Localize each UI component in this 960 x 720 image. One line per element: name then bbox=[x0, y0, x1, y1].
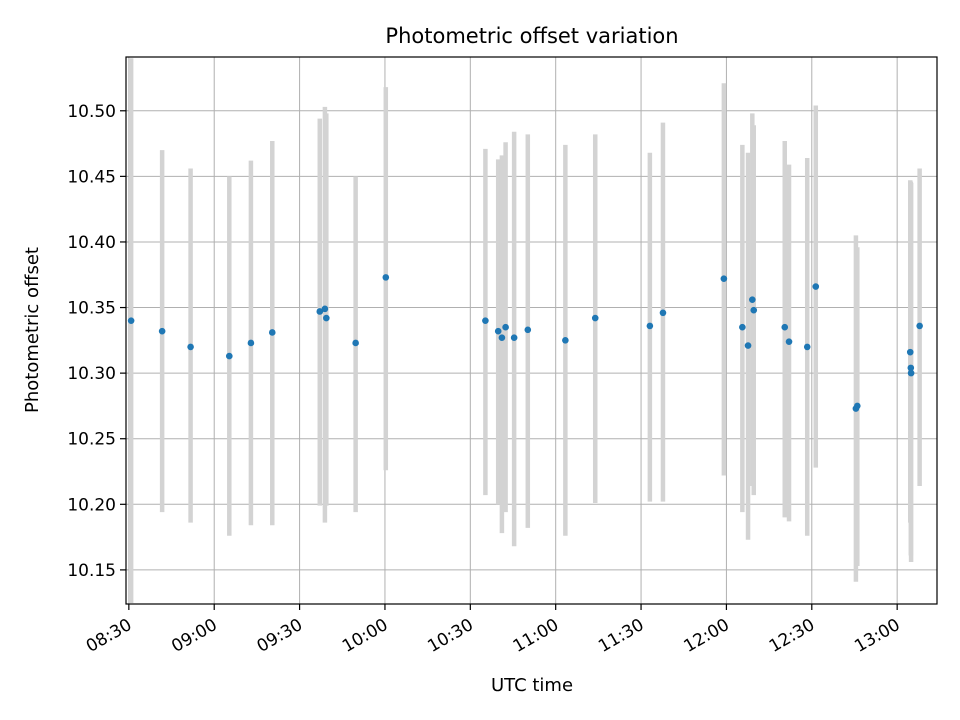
data-point bbox=[907, 364, 915, 372]
y-tick-label: 10.35 bbox=[67, 299, 116, 319]
data-point bbox=[906, 348, 914, 356]
data-point bbox=[562, 337, 569, 344]
data-point bbox=[720, 275, 728, 282]
data-point bbox=[803, 343, 811, 351]
data-point bbox=[268, 329, 276, 336]
data-points bbox=[127, 274, 923, 412]
data-point bbox=[321, 305, 329, 313]
plot-area bbox=[125, 56, 938, 605]
y-tick-label: 10.15 bbox=[67, 561, 116, 581]
y-tick-label: 10.25 bbox=[67, 430, 116, 450]
data-point bbox=[750, 306, 758, 314]
y-tick-label: 10.30 bbox=[67, 364, 116, 384]
y-tick-label: 10.45 bbox=[67, 167, 116, 187]
grid-lines bbox=[126, 57, 937, 604]
data-point bbox=[646, 322, 654, 330]
data-point bbox=[524, 326, 532, 334]
x-axis-label: UTC time bbox=[491, 675, 573, 696]
data-point bbox=[127, 317, 135, 324]
data-point bbox=[482, 317, 489, 324]
data-point bbox=[785, 338, 793, 345]
data-point bbox=[502, 323, 509, 331]
data-point bbox=[158, 327, 166, 335]
data-point bbox=[916, 322, 923, 330]
data-point bbox=[812, 283, 820, 290]
data-point bbox=[494, 327, 502, 335]
data-point bbox=[739, 323, 746, 331]
data-point bbox=[781, 323, 789, 331]
data-point bbox=[744, 342, 752, 349]
plot-background bbox=[126, 57, 937, 604]
data-point bbox=[854, 402, 861, 410]
y-axis-label: Photometric offset bbox=[22, 247, 43, 413]
data-point bbox=[510, 334, 518, 342]
data-point bbox=[907, 369, 915, 377]
data-point bbox=[591, 314, 599, 322]
data-point bbox=[659, 309, 667, 317]
data-point bbox=[316, 308, 324, 315]
data-point bbox=[352, 339, 359, 347]
y-tick-label: 10.50 bbox=[67, 102, 116, 122]
data-point bbox=[247, 339, 255, 347]
plot-frame bbox=[125, 56, 938, 605]
chart-title: Photometric offset variation bbox=[385, 24, 678, 48]
y-axis: 10.15 10.20 10.25 10.30 10.35 10.40 10.45 10.50 bbox=[67, 102, 126, 581]
data-point bbox=[498, 334, 506, 342]
y-tick-label: 10.20 bbox=[67, 495, 116, 515]
data-point bbox=[382, 274, 390, 281]
data-point bbox=[749, 296, 756, 303]
y-tick-label: 10.40 bbox=[67, 233, 116, 253]
data-point bbox=[323, 314, 330, 322]
data-point bbox=[225, 352, 233, 360]
data-point bbox=[187, 343, 194, 351]
